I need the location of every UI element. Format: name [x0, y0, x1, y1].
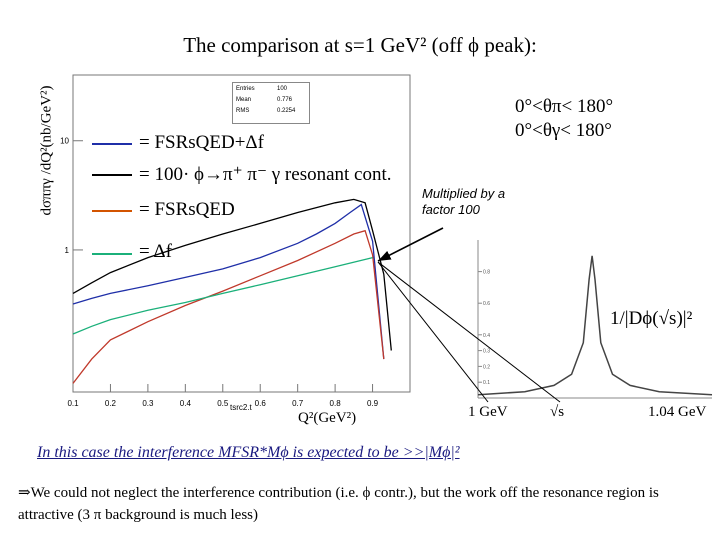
- stats-key: Mean: [236, 97, 252, 103]
- page-title: The comparison at s=1 GeV² (off ϕ peak):: [183, 33, 537, 57]
- x-axis-code: tsrc2.t: [230, 403, 252, 412]
- inset-y-tick-label: 0.3: [483, 349, 490, 355]
- arrow-to-inset-mid: [377, 261, 561, 403]
- x-tick-label: 0.9: [367, 399, 379, 408]
- stats-key: Entries: [236, 86, 255, 92]
- x-tick-label: 0.6: [255, 399, 267, 408]
- y-tick-label: 10: [60, 137, 69, 146]
- inset-y-tick-label: 0.6: [483, 301, 490, 307]
- inset-y-tick-label: 0.4: [483, 333, 490, 339]
- stats-value: 0.776: [277, 97, 293, 103]
- theta-gamma-range: 0°<θγ< 180°: [515, 120, 612, 141]
- x-tick-label: 0.8: [330, 399, 342, 408]
- legend-swatch-df: [92, 253, 132, 255]
- main-plot: 0.1 0.2 0.3 0.4 0.5 0.6 0.7 0.8 0.9 1 10: [60, 74, 411, 408]
- legend-label-fsr: = FSRsQED: [139, 199, 235, 220]
- inset-title: 1/|Dϕ(√s)|²: [610, 308, 693, 329]
- stats-value: 100: [277, 86, 288, 92]
- legend-label-fsr-df: = FSRsQED+Δf: [139, 132, 264, 153]
- y-tick-label: 1: [65, 246, 70, 255]
- conclusion-text: ⇒We could not neglect the interference c…: [18, 485, 659, 523]
- plot-frame: [72, 74, 411, 393]
- inset-tick-mid: √s: [550, 404, 565, 420]
- inset-plot: 0.8 0.6 0.4 0.3 0.2 0.1: [477, 240, 713, 399]
- inset-y-tick-label: 0.8: [483, 270, 490, 276]
- legend-swatch-fsr-df: [92, 143, 132, 145]
- x-tick-label: 0.4: [180, 399, 192, 408]
- x-tick-label: 0.3: [142, 399, 154, 408]
- series-line-1: [72, 198, 392, 351]
- theta-pi-range: 0°<θπ< 180°: [515, 96, 614, 117]
- series-line-0: [72, 203, 385, 360]
- stats-row: Entries 100: [236, 84, 306, 95]
- series-line-3: [72, 256, 373, 335]
- stats-value: 0.2254: [277, 108, 296, 114]
- inset-y-tick-label: 0.2: [483, 364, 490, 370]
- x-axis-label: Q²(GeV²): [298, 410, 357, 426]
- inset-tick-right: 1.04 GeV: [648, 404, 707, 420]
- inset-tick-left: 1 GeV: [468, 404, 508, 420]
- multiplied-note-line2: factor 100: [422, 202, 480, 217]
- inset-y-tick-label: 0.1: [483, 380, 490, 386]
- stats-row: Mean 0.776: [236, 95, 306, 106]
- x-tick-label: 0.7: [292, 399, 304, 408]
- legend-label-phi: = 100· ϕ→π⁺ π⁻ γ resonant cont.: [139, 164, 392, 185]
- annotation-arrows: [377, 227, 561, 403]
- stats-key: RMS: [236, 108, 250, 114]
- multiplied-note-line1: Multiplied by a: [422, 186, 506, 201]
- x-tick-label: 0.2: [105, 399, 117, 408]
- stats-box: Entries 100 Mean 0.776 RMS 0.2254: [232, 82, 310, 124]
- inset-series-line-0: [477, 255, 713, 396]
- legend-swatch-fsr: [92, 210, 132, 212]
- interference-note: In this case the interference MFSR*Mϕ is…: [37, 444, 460, 461]
- legend-label-df: = Δf: [139, 241, 172, 262]
- x-tick-label: 0.1: [67, 399, 79, 408]
- arrow-to-inset-left: [377, 261, 489, 403]
- x-tick-label: 0.5: [217, 399, 229, 408]
- series-line-2: [72, 229, 385, 384]
- arrow-to-peak: [377, 227, 444, 262]
- stats-row: RMS 0.2254: [236, 106, 306, 117]
- legend-swatch-phi: [92, 174, 132, 176]
